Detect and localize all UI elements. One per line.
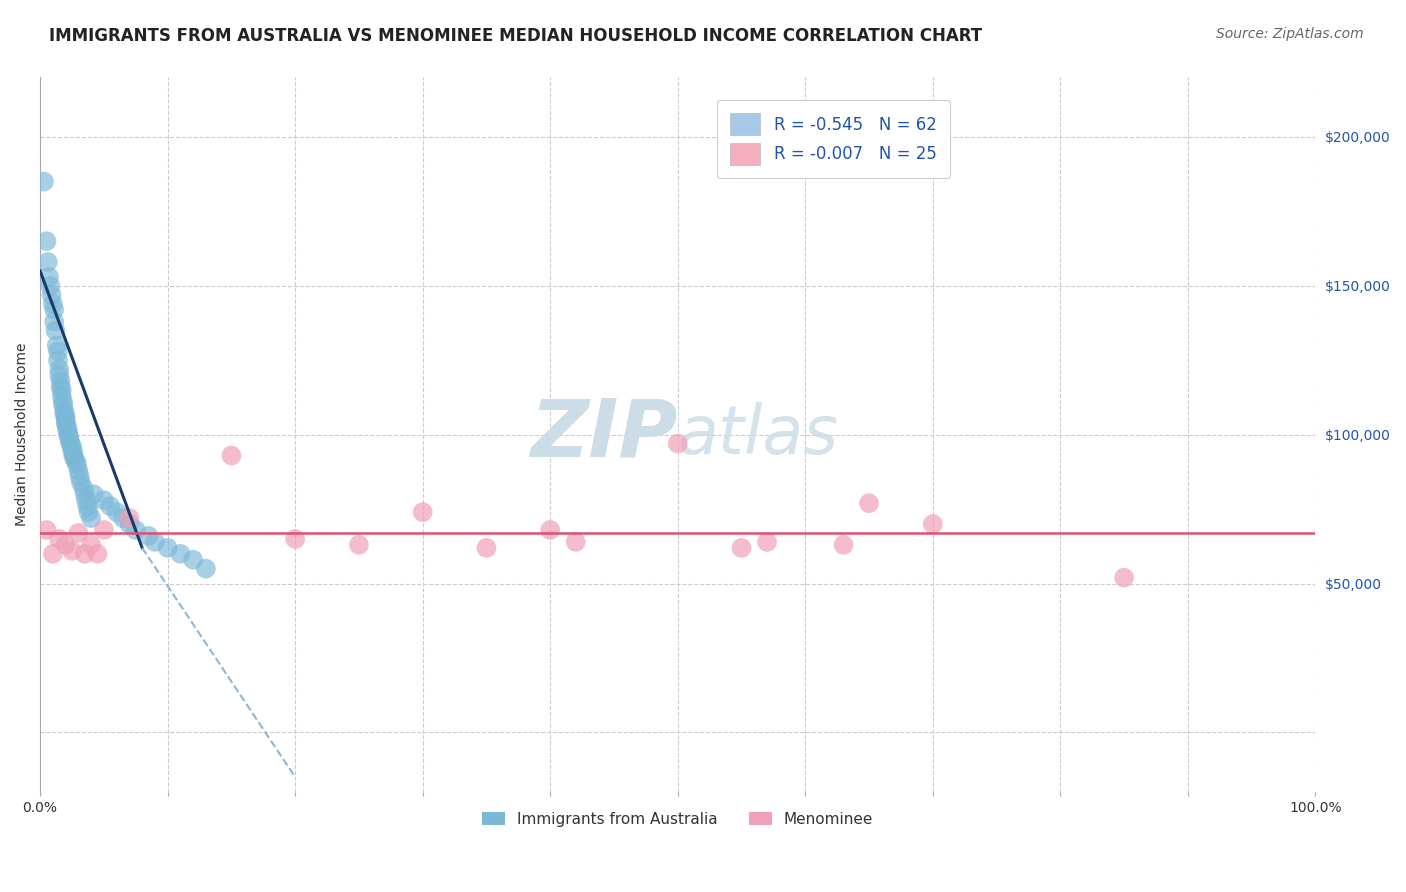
Point — [55, 538, 77, 552]
Point — [858, 496, 880, 510]
Point — [80, 538, 103, 552]
Point — [60, 442, 83, 457]
Legend: Immigrants from Australia, Menominee: Immigrants from Australia, Menominee — [475, 804, 880, 834]
Point — [666, 436, 689, 450]
Point — [48, 368, 70, 383]
Point — [284, 532, 307, 546]
Point — [51, 383, 73, 397]
Point — [1114, 571, 1136, 585]
Point — [475, 541, 498, 555]
Point — [52, 398, 75, 412]
Point — [56, 418, 79, 433]
Point — [51, 389, 73, 403]
Point — [41, 287, 63, 301]
Point — [49, 374, 72, 388]
Point — [73, 487, 96, 501]
Point — [44, 315, 66, 329]
Point — [60, 440, 83, 454]
Point — [80, 511, 103, 525]
Text: Source: ZipAtlas.com: Source: ZipAtlas.com — [1216, 27, 1364, 41]
Point — [156, 541, 179, 555]
Text: IMMIGRANTS FROM AUSTRALIA VS MENOMINEE MEDIAN HOUSEHOLD INCOME CORRELATION CHART: IMMIGRANTS FROM AUSTRALIA VS MENOMINEE M… — [49, 27, 983, 45]
Point — [138, 529, 160, 543]
Point — [46, 353, 69, 368]
Point — [42, 547, 65, 561]
Point — [65, 454, 87, 468]
Point — [347, 538, 370, 552]
Point — [93, 493, 115, 508]
Point — [73, 547, 96, 561]
Point — [538, 523, 561, 537]
Point — [98, 499, 121, 513]
Point — [59, 436, 82, 450]
Point — [63, 451, 86, 466]
Point — [52, 395, 75, 409]
Point — [72, 481, 94, 495]
Point — [48, 532, 70, 546]
Point — [118, 516, 141, 531]
Point — [564, 534, 586, 549]
Point — [55, 416, 77, 430]
Point — [56, 422, 79, 436]
Point — [143, 534, 166, 549]
Point — [105, 505, 128, 519]
Point — [67, 525, 90, 540]
Point — [93, 523, 115, 537]
Point — [44, 324, 66, 338]
Point — [62, 445, 84, 459]
Text: ZIP: ZIP — [530, 396, 678, 474]
Point — [49, 380, 72, 394]
Point — [62, 449, 84, 463]
Point — [181, 553, 204, 567]
Point — [66, 458, 89, 472]
Point — [169, 547, 191, 561]
Point — [58, 434, 80, 448]
Point — [67, 463, 90, 477]
Point — [35, 234, 58, 248]
Point — [42, 296, 65, 310]
Point — [76, 499, 98, 513]
Point — [111, 511, 134, 525]
Point — [194, 562, 217, 576]
Point — [55, 409, 77, 424]
Point — [45, 338, 67, 352]
Point — [44, 302, 66, 317]
Point — [83, 487, 105, 501]
Point — [75, 493, 97, 508]
Point — [70, 475, 93, 490]
Point — [77, 505, 100, 519]
Point — [125, 523, 148, 537]
Point — [756, 534, 779, 549]
Point — [35, 523, 58, 537]
Point — [39, 278, 62, 293]
Point — [32, 175, 55, 189]
Point — [412, 505, 434, 519]
Point — [38, 269, 60, 284]
Point — [921, 516, 943, 531]
Y-axis label: Median Household Income: Median Household Income — [15, 343, 30, 526]
Point — [56, 425, 79, 439]
Point — [730, 541, 752, 555]
Point — [37, 255, 59, 269]
Point — [118, 511, 141, 525]
Point — [46, 344, 69, 359]
Point — [56, 427, 79, 442]
Point — [221, 449, 243, 463]
Point — [48, 362, 70, 376]
Text: atlas: atlas — [678, 401, 839, 467]
Point — [53, 407, 76, 421]
Point — [69, 469, 91, 483]
Point — [60, 543, 83, 558]
Point — [86, 547, 108, 561]
Point — [53, 404, 76, 418]
Point — [55, 413, 77, 427]
Point — [58, 431, 80, 445]
Point — [832, 538, 855, 552]
